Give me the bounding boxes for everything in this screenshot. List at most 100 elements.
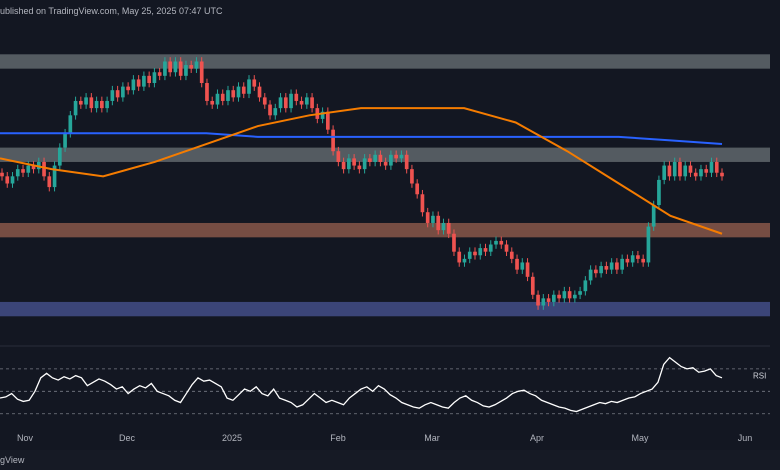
candle-body <box>347 158 351 170</box>
candle-body <box>47 176 52 188</box>
candle-body <box>278 97 283 109</box>
candle-body <box>599 266 603 274</box>
candle-body <box>205 83 209 101</box>
candle-body <box>241 86 246 94</box>
candle-body <box>709 161 714 173</box>
support-zone <box>0 222 770 238</box>
candle-body <box>226 90 230 101</box>
candle-body <box>441 222 446 231</box>
candle-body <box>462 258 467 263</box>
candle-body <box>651 205 656 227</box>
x-tick-label: Jun <box>738 433 753 443</box>
candle-body <box>210 100 215 105</box>
candles-layer <box>0 57 724 310</box>
candle-body <box>488 244 493 252</box>
candle-body <box>515 258 519 270</box>
candle-body <box>509 251 514 259</box>
y-axis-strip <box>770 22 780 450</box>
candle-body <box>57 147 62 166</box>
candle-body <box>457 251 462 263</box>
candle-body <box>588 269 593 281</box>
candle-body <box>567 291 572 299</box>
candle-body <box>594 269 598 274</box>
candle-body <box>115 90 120 98</box>
candle-body <box>636 255 640 259</box>
candle-body <box>714 161 719 173</box>
candle-body <box>609 262 614 270</box>
zones-layer <box>0 54 770 317</box>
candle-body <box>0 172 4 177</box>
candle-body <box>21 169 25 173</box>
candle-body <box>672 161 677 177</box>
candle-body <box>84 97 88 105</box>
candle-body <box>446 222 451 234</box>
candle-body <box>452 233 456 252</box>
candle-body <box>31 165 36 170</box>
moving-averages-layer <box>0 107 723 235</box>
candle-body <box>294 93 299 101</box>
candle-body <box>557 294 561 299</box>
candle-body <box>26 165 31 173</box>
candle-body <box>326 111 330 130</box>
candle-body <box>121 86 125 98</box>
candle-body <box>131 79 136 91</box>
candle-body <box>147 75 151 84</box>
candle-body <box>194 61 199 69</box>
rsi-layer: RSI <box>0 345 770 415</box>
footer-bar: gView <box>0 450 780 470</box>
candle-body <box>100 100 104 109</box>
candle-body <box>504 244 509 252</box>
candle-body <box>630 255 635 263</box>
candle-body <box>404 154 409 170</box>
candle-body <box>5 176 10 184</box>
candle-body <box>615 262 619 270</box>
candle-body <box>283 97 288 109</box>
candle-body <box>262 97 267 105</box>
candle-body <box>420 194 425 213</box>
candle-body <box>63 133 67 148</box>
published-caption: ublished on TradingView.com, May 25, 202… <box>0 6 223 16</box>
candle-body <box>530 276 535 295</box>
candle-body <box>299 100 304 105</box>
candle-body <box>688 165 693 173</box>
x-tick-label: Dec <box>119 433 136 443</box>
candle-body <box>89 97 94 109</box>
candle-body <box>336 151 341 162</box>
brand-label: gView <box>0 455 25 465</box>
candle-body <box>415 183 420 195</box>
candle-body <box>220 93 225 101</box>
candle-body <box>720 172 724 177</box>
candle-body <box>662 165 667 180</box>
candle-body <box>425 212 430 223</box>
candle-body <box>268 104 272 116</box>
x-axis-layer: Nov Dec 2025 Feb Mar Apr May Jun <box>17 433 752 443</box>
candle-body <box>562 291 567 299</box>
candle-body <box>620 258 624 270</box>
candle-body <box>410 169 414 184</box>
candle-body <box>273 108 278 116</box>
candle-body <box>583 280 588 292</box>
candle-body <box>699 169 703 177</box>
candle-body <box>704 169 709 173</box>
candle-body <box>157 72 162 76</box>
candle-body <box>641 258 646 263</box>
x-tick-label: Nov <box>17 433 34 443</box>
candle-body <box>494 240 498 245</box>
candle-body <box>199 61 204 84</box>
candle-body <box>236 86 241 98</box>
candle-body <box>389 154 393 166</box>
candle-body <box>573 294 577 299</box>
rsi-line <box>0 356 723 413</box>
candle-body <box>362 158 367 170</box>
candle-body <box>467 251 472 259</box>
candle-body <box>15 169 20 177</box>
candle-body <box>646 226 651 263</box>
candle-body <box>289 93 293 109</box>
candle-body <box>667 165 672 177</box>
candle-body <box>657 179 661 206</box>
candle-body <box>478 248 483 256</box>
ma-blue-line <box>0 132 723 146</box>
candle-body <box>105 100 109 109</box>
